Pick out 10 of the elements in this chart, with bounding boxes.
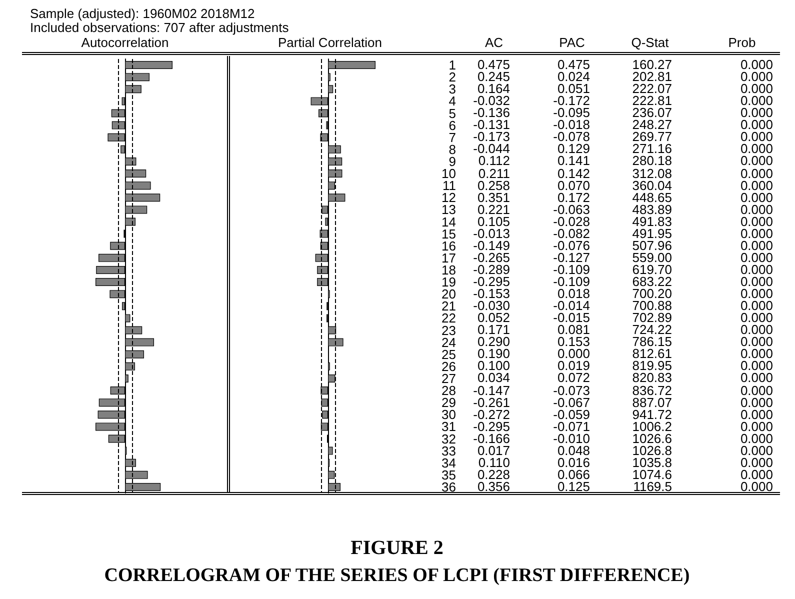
text: Prob (728, 35, 756, 50)
text: PAC (559, 35, 585, 50)
text: CORRELOGRAM OF THE SERIES OF LCPI (FIRST DIFFERENCE) (104, 565, 690, 587)
text: Included observations: 707 after adjustments (30, 20, 289, 35)
text: FIGURE 2 (350, 537, 444, 559)
chart-title: Partial Correlation (278, 35, 382, 50)
text: Sample (adjusted): 1960M02 2018M12 (30, 6, 255, 21)
chart-title: Autocorrelation (81, 35, 169, 50)
text: AC (484, 35, 504, 50)
text: Q-Stat (631, 35, 669, 50)
